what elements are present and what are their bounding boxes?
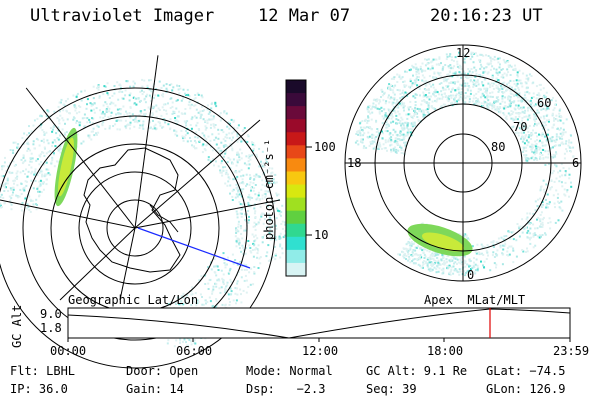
timeline-xtick-1800: 18:00 [427, 344, 464, 358]
gc-altitude-curve [67, 308, 571, 339]
colorbar-swatch [286, 236, 306, 251]
colorbar-swatch [286, 106, 306, 120]
ip-info: IP: 36.0 [10, 382, 68, 396]
colorbar [286, 80, 306, 277]
dsp-info: Dsp: −2.3 [246, 382, 326, 396]
timeline-xtick-1200: 12:00 [302, 344, 339, 358]
meridians [0, 53, 281, 301]
glon-info: GLon: 126.9 [486, 382, 566, 396]
mlt-label-12: 12 [456, 46, 471, 60]
mlt-label-18: 18 [347, 156, 362, 170]
colorbar-swatch [286, 223, 306, 238]
timeline-y-label: GC Alt [10, 304, 24, 348]
mode-info: Mode: Normal [246, 364, 333, 378]
seq-info: Seq: 39 [366, 382, 417, 396]
colorbar-tick-10: 10 [314, 228, 329, 242]
mlt-label-6: 6 [572, 156, 580, 170]
colorbar-swatch [286, 249, 306, 264]
timeline-xtick-0600: 06:00 [176, 344, 213, 358]
colorbar-swatch [286, 132, 306, 146]
colorbar-frame [285, 79, 307, 277]
timeline-xtick-0000: 00:00 [50, 344, 87, 358]
colorbar-swatch [286, 93, 306, 107]
mlt-axes [345, 45, 581, 281]
mlat-label-70: 70 [513, 120, 528, 134]
left-panel-caption: Geographic Lat/Lon [68, 293, 199, 307]
gc-alt-info: GC Alt: 9.1 Re [366, 364, 468, 378]
colorbar-swatch [286, 171, 306, 186]
right-panel-caption: Apex MLat/MLT [424, 293, 526, 307]
colorbar-swatch [286, 262, 306, 277]
mlt-label-0: 0 [467, 268, 475, 282]
antarctica-coastline [83, 147, 181, 273]
mlat-label-80: 80 [491, 140, 506, 154]
instrument-title: Ultraviolet Imager [30, 6, 215, 26]
time-label: 20:16:23 UT [430, 6, 543, 26]
colorbar-unit-label: photon cm⁻²s⁻¹ [262, 138, 276, 240]
door-info: Door: Open [126, 364, 199, 378]
colorbar-swatch [286, 119, 306, 133]
date-label: 12 Mar 07 [258, 6, 351, 26]
gain-info: Gain: 14 [126, 382, 184, 396]
timeline-ytick-top: 9.0 [40, 307, 62, 321]
colorbar-tick-100: 100 [314, 140, 336, 154]
colorbar-swatch [286, 210, 306, 225]
filter-info: Flt: LBHL [10, 364, 76, 378]
colorbar-swatch [286, 145, 306, 159]
glat-info: GLat: −74.5 [486, 364, 566, 378]
colorbar-swatch [286, 197, 306, 212]
colorbar-swatch [286, 158, 306, 172]
mlat-label-60: 60 [537, 96, 552, 110]
timeline-plot [67, 307, 571, 342]
colorbar-swatch [286, 80, 306, 94]
apex-polar-plot [344, 44, 582, 282]
timeline-xtick-2359: 23:59 [553, 344, 590, 358]
satellite-track-line [137, 227, 251, 269]
colorbar-swatch [286, 184, 306, 199]
timeline-ytick-bottom: 1.8 [40, 321, 62, 335]
